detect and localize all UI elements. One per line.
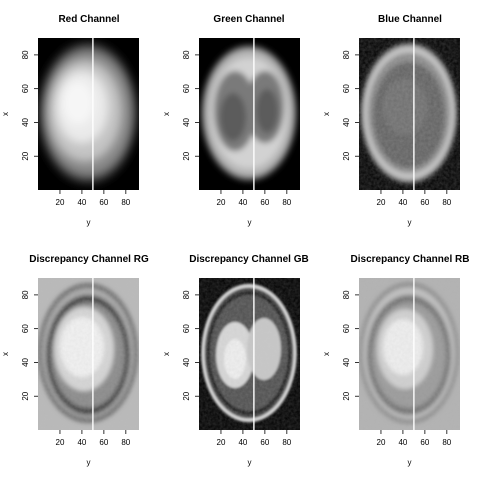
y-tick-label: 20 [21,391,30,400]
x-tick-label: 20 [377,198,386,207]
x-axis-label: y [408,458,412,467]
panel-5: Discrepancy Channel GB 20 40 60 80 20 40 60 80 y x [162,254,309,467]
x-axis-label: y [87,218,91,227]
x-tick-label: 60 [260,198,269,207]
x-tick-label: 60 [420,438,429,447]
y-tick-label: 40 [182,357,191,366]
panel-4: Discrepancy Channel RG 20 40 60 80 20 40 60 80 y x [1,254,149,467]
panel-title: Red Channel [58,14,119,25]
panel-6: Discrepancy Channel RB 20 40 60 80 20 40 60 80 y x [322,254,469,467]
x-tick-label: 20 [377,438,386,447]
y-axis-label: x [322,112,331,116]
x-tick-label: 40 [77,198,86,207]
heatmap-image [38,278,139,430]
x-tick-label: 60 [99,198,108,207]
x-tick-label: 40 [398,198,407,207]
x-tick-label: 40 [238,438,247,447]
x-tick-label: 80 [282,198,291,207]
y-tick-label: 20 [182,391,191,400]
y-tick-label: 80 [182,50,191,59]
panel-title: Discrepancy Channel RG [29,254,149,265]
y-tick-label: 40 [21,357,30,366]
x-tick-label: 80 [442,438,451,447]
y-tick-label: 80 [21,290,30,299]
panel-2: Green Channel 20 40 60 80 20 40 60 80 y x [162,14,300,227]
y-tick-label: 60 [21,324,30,333]
x-tick-label: 60 [99,438,108,447]
x-axis-label: y [248,218,252,227]
y-tick-label: 20 [21,151,30,160]
x-tick-label: 60 [420,198,429,207]
heatmap-image [359,38,460,190]
x-axis-label: y [87,458,91,467]
heatmap-image [38,38,139,190]
y-tick-label: 60 [342,84,351,93]
x-tick-label: 80 [442,198,451,207]
heatmap-image [199,38,300,190]
panel-3: Blue Channel 20 40 60 80 20 40 60 80 y x [322,14,460,227]
panel-1: Red Channel 20 40 60 80 20 40 60 80 y x [1,14,139,227]
y-tick-label: 40 [342,357,351,366]
y-tick-label: 80 [21,50,30,59]
y-tick-label: 80 [342,50,351,59]
x-axis-label: y [248,458,252,467]
panel-title: Green Channel [213,14,284,25]
y-tick-label: 20 [342,391,351,400]
y-tick-label: 40 [21,117,30,126]
y-axis-label: x [1,112,10,116]
x-tick-label: 40 [398,438,407,447]
panel-title: Blue Channel [378,14,442,25]
x-tick-label: 20 [56,438,65,447]
y-tick-label: 40 [182,117,191,126]
panel-title: Discrepancy Channel RB [351,254,470,265]
y-tick-label: 60 [21,84,30,93]
y-tick-label: 80 [342,290,351,299]
x-axis-label: y [408,218,412,227]
y-tick-label: 40 [342,117,351,126]
x-tick-label: 80 [282,438,291,447]
x-tick-label: 80 [121,438,130,447]
panel-title: Discrepancy Channel GB [189,254,308,265]
y-tick-label: 20 [182,151,191,160]
x-tick-label: 20 [217,438,226,447]
y-axis-label: x [162,112,171,116]
x-tick-label: 60 [260,438,269,447]
x-tick-label: 20 [56,198,65,207]
heatmap-image [199,278,300,430]
heatmap-image [359,278,460,430]
y-tick-label: 60 [182,84,191,93]
y-tick-label: 80 [182,290,191,299]
x-tick-label: 40 [238,198,247,207]
y-tick-label: 60 [342,324,351,333]
y-axis-label: x [162,352,171,356]
y-axis-label: x [1,352,10,356]
x-tick-label: 20 [217,198,226,207]
y-axis-label: x [322,352,331,356]
x-tick-label: 40 [77,438,86,447]
x-tick-label: 80 [121,198,130,207]
y-tick-label: 20 [342,151,351,160]
y-tick-label: 60 [182,324,191,333]
